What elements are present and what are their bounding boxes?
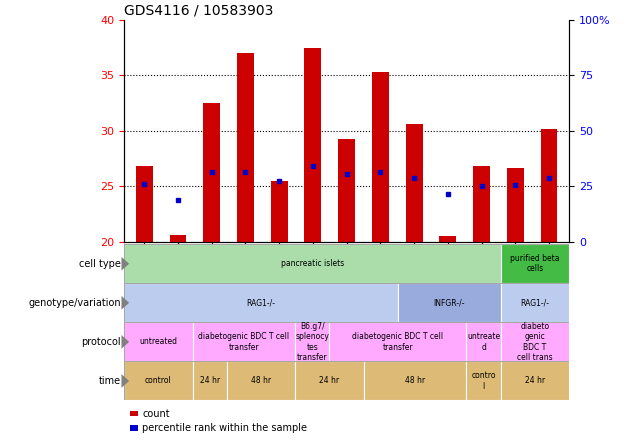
Text: contro
l: contro l	[471, 371, 496, 391]
Text: count: count	[142, 409, 170, 419]
Text: time: time	[99, 376, 121, 386]
Bar	[124, 322, 193, 361]
Bar	[237, 53, 254, 242]
Bar	[473, 166, 490, 242]
Bar	[439, 236, 456, 242]
Text: diabetogenic BDC T cell
transfer: diabetogenic BDC T cell transfer	[352, 332, 443, 352]
Text: 24 hr: 24 hr	[319, 377, 340, 385]
Bar	[271, 181, 287, 242]
Text: untreated: untreated	[139, 337, 177, 346]
Bar	[295, 322, 329, 361]
Text: control: control	[145, 377, 172, 385]
Bar	[124, 283, 398, 322]
Bar	[124, 244, 501, 283]
Text: purified beta
cells: purified beta cells	[510, 254, 560, 274]
Text: percentile rank within the sample: percentile rank within the sample	[142, 423, 307, 433]
Bar	[501, 283, 569, 322]
Bar	[136, 166, 153, 242]
Bar	[501, 361, 569, 400]
Text: B6.g7/
splenocy
tes
transfer: B6.g7/ splenocy tes transfer	[296, 322, 329, 362]
Bar	[501, 322, 569, 361]
Bar	[364, 361, 466, 400]
Text: 48 hr: 48 hr	[251, 377, 271, 385]
Bar	[124, 361, 193, 400]
Text: GDS4116 / 10583903: GDS4116 / 10583903	[124, 4, 273, 17]
Text: RAG1-/-: RAG1-/-	[247, 298, 275, 307]
Bar	[372, 72, 389, 242]
Text: protocol: protocol	[81, 337, 121, 347]
Bar	[193, 322, 295, 361]
Bar	[204, 103, 220, 242]
Text: genotype/variation: genotype/variation	[28, 298, 121, 308]
Text: pancreatic islets: pancreatic islets	[280, 259, 344, 268]
Bar	[541, 129, 557, 242]
Text: diabeto
genic
BDC T
cell trans: diabeto genic BDC T cell trans	[517, 322, 553, 362]
Text: diabetogenic BDC T cell
transfer: diabetogenic BDC T cell transfer	[198, 332, 289, 352]
Text: 48 hr: 48 hr	[405, 377, 425, 385]
Bar	[398, 283, 501, 322]
Bar	[170, 235, 186, 242]
Bar	[338, 139, 355, 242]
Bar	[329, 322, 466, 361]
Text: 24 hr: 24 hr	[525, 377, 545, 385]
Text: 24 hr: 24 hr	[200, 377, 219, 385]
Bar	[501, 244, 569, 283]
Text: untreate
d: untreate d	[467, 332, 500, 352]
Text: cell type: cell type	[79, 259, 121, 269]
Text: INFGR-/-: INFGR-/-	[434, 298, 465, 307]
Bar	[227, 361, 295, 400]
Bar	[193, 361, 227, 400]
Bar	[466, 322, 501, 361]
Bar	[466, 361, 501, 400]
Bar	[295, 361, 364, 400]
Bar	[406, 124, 422, 242]
Bar	[305, 48, 321, 242]
Text: RAG1-/-: RAG1-/-	[520, 298, 550, 307]
Bar	[507, 168, 523, 242]
